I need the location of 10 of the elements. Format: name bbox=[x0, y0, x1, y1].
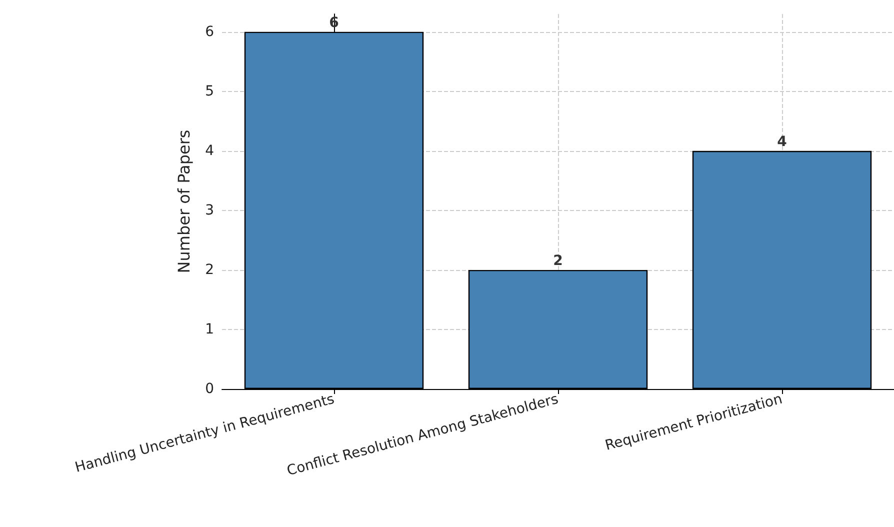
y-tick-label: 6 bbox=[205, 24, 214, 40]
y-tick-label: 0 bbox=[205, 381, 214, 397]
y-tick-label: 3 bbox=[205, 202, 214, 218]
y-tick-label: 5 bbox=[205, 83, 214, 100]
data-label: 2 bbox=[553, 252, 563, 269]
y-axis-title: Number of Papers bbox=[174, 130, 194, 274]
data-label: 4 bbox=[777, 134, 788, 150]
y-tick-label: 4 bbox=[205, 142, 214, 159]
y-tick-label: 2 bbox=[205, 262, 214, 278]
y-tick-label: 1 bbox=[205, 321, 214, 338]
